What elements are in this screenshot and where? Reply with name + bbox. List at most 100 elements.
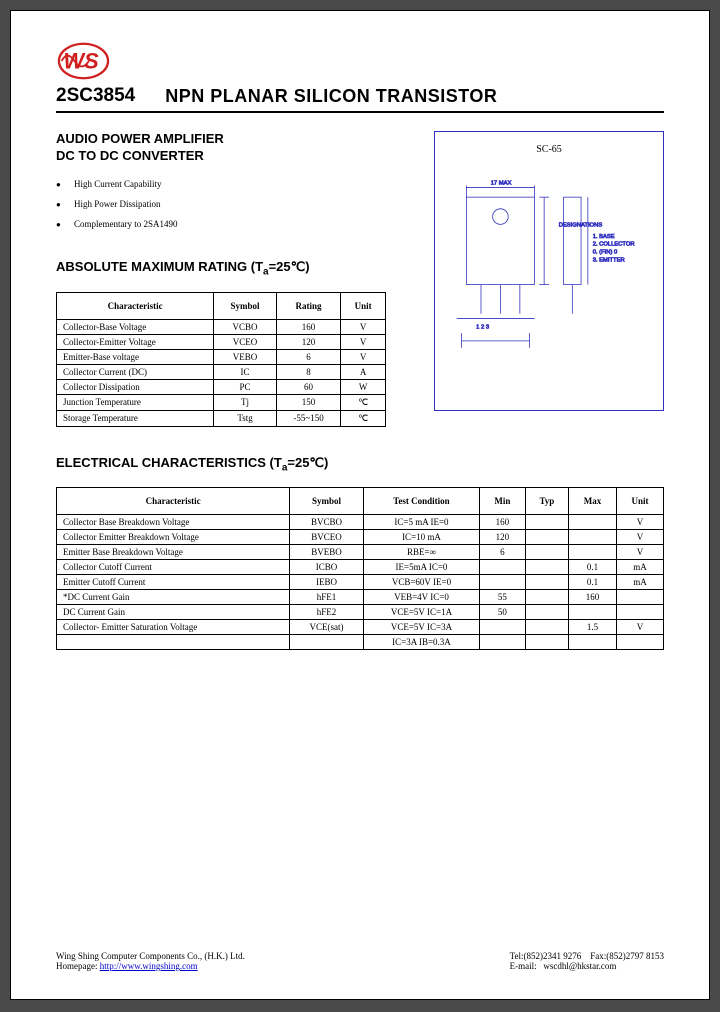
table-row: IC=3A IB=0.3A <box>57 635 664 650</box>
company-name: Wing Shing Computer Components Co., (H.K… <box>56 951 245 961</box>
table-cell: IE=5mA IC=0 <box>363 560 479 575</box>
table-cell: VCBO <box>214 319 277 334</box>
table-cell: DC Current Gain <box>57 605 290 620</box>
table-row: DC Current GainhFE2VCE=5V IC=1A50 <box>57 605 664 620</box>
table-row: Collector-Base VoltageVCBO160V <box>57 319 386 334</box>
table-cell <box>525 545 569 560</box>
table-cell: 120 <box>480 530 525 545</box>
table-cell: 55 <box>480 590 525 605</box>
table-cell: 0.1 <box>569 560 617 575</box>
table-cell: VCEO <box>214 334 277 349</box>
table-cell: V <box>616 545 663 560</box>
table-cell: Collector-Base Voltage <box>57 319 214 334</box>
feature-item: Complementary to 2SA1490 <box>56 219 414 229</box>
table-cell: VCE=5V IC=1A <box>363 605 479 620</box>
table-header: Rating <box>276 292 341 319</box>
company-logo: WS <box>56 41 111 81</box>
table-cell: ℃ <box>341 394 386 410</box>
table-row: Collector Emitter Breakdown VoltageBVCEO… <box>57 530 664 545</box>
table-cell: *DC Current Gain <box>57 590 290 605</box>
amr-title: ABSOLUTE MAXIMUM RATING (Ta=25℃) <box>56 259 414 278</box>
ec-title: ELECTRICAL CHARACTERISTICS (Ta=25℃) <box>56 455 664 474</box>
svg-text:DESIGNATIONS: DESIGNATIONS <box>559 222 603 228</box>
datasheet-page: WS 2SC3854 NPN PLANAR SILICON TRANSISTOR… <box>10 10 710 1000</box>
footer-right: Tel:(852)2341 9276 Fax:(852)2797 8153 E-… <box>510 951 664 971</box>
table-cell: Emitter-Base voltage <box>57 349 214 364</box>
app-line1: AUDIO POWER AMPLIFIER <box>56 131 414 146</box>
tel: Tel:(852)2341 9276 <box>510 951 582 961</box>
footer: Wing Shing Computer Components Co., (H.K… <box>56 951 664 971</box>
table-cell <box>480 635 525 650</box>
table-cell: -55~150 <box>276 410 341 426</box>
table-cell: BVCEO <box>290 530 364 545</box>
table-header: Max <box>569 488 617 515</box>
table-cell: V <box>341 349 386 364</box>
table-cell: 6 <box>480 545 525 560</box>
table-header: Symbol <box>214 292 277 319</box>
table-cell: 60 <box>276 379 341 394</box>
product-title: NPN PLANAR SILICON TRANSISTOR <box>165 86 497 107</box>
svg-text:17 MAX: 17 MAX <box>491 181 512 187</box>
homepage-label: Homepage: <box>56 961 97 971</box>
table-cell: 8 <box>276 364 341 379</box>
svg-text:0. (FIN) 0: 0. (FIN) 0 <box>593 249 618 255</box>
table-cell: ICBO <box>290 560 364 575</box>
table-cell <box>569 635 617 650</box>
table-cell: Emitter Base Breakdown Voltage <box>57 545 290 560</box>
table-cell: 0.1 <box>569 575 617 590</box>
table-cell: ℃ <box>341 410 386 426</box>
feature-item: High Current Capability <box>56 179 414 189</box>
header-rule <box>56 111 664 113</box>
table-cell: A <box>341 364 386 379</box>
table-cell: W <box>341 379 386 394</box>
table-cell: Collector Base Breakdown Voltage <box>57 515 290 530</box>
table-cell <box>569 515 617 530</box>
table-row: Storage TemperatureTstg-55~150℃ <box>57 410 386 426</box>
table-cell: IC=3A IB=0.3A <box>363 635 479 650</box>
svg-text:2. COLLECTOR: 2. COLLECTOR <box>593 242 635 248</box>
table-cell <box>525 515 569 530</box>
email-label: E-mail: <box>510 961 537 971</box>
homepage-link[interactable]: http://www.wingshing.com <box>100 961 198 971</box>
table-cell: 160 <box>276 319 341 334</box>
table-row: Emitter Base Breakdown VoltageBVEBORBE=∞… <box>57 545 664 560</box>
table-cell: VEBO <box>214 349 277 364</box>
svg-text:WS: WS <box>64 48 100 73</box>
table-cell: Collector-Emitter Voltage <box>57 334 214 349</box>
table-cell: Collector Cutoff Current <box>57 560 290 575</box>
ec-section: ELECTRICAL CHARACTERISTICS (Ta=25℃) Char… <box>56 455 664 651</box>
table-cell: 150 <box>276 394 341 410</box>
table-cell <box>525 620 569 635</box>
left-column: AUDIO POWER AMPLIFIER DC TO DC CONVERTER… <box>56 131 414 427</box>
amr-table: CharacteristicSymbolRatingUnitCollector-… <box>56 292 386 427</box>
table-cell <box>525 560 569 575</box>
table-header: Symbol <box>290 488 364 515</box>
table-cell <box>525 605 569 620</box>
svg-text:3. EMITTER: 3. EMITTER <box>593 257 625 263</box>
table-cell: IC <box>214 364 277 379</box>
table-cell: Storage Temperature <box>57 410 214 426</box>
table-cell: V <box>341 319 386 334</box>
table-row: Collector Base Breakdown VoltageBVCBOIC=… <box>57 515 664 530</box>
table-cell: V <box>616 515 663 530</box>
table-cell: Collector Current (DC) <box>57 364 214 379</box>
table-cell <box>569 545 617 560</box>
table-cell: VEB=4V IC=0 <box>363 590 479 605</box>
table-header: Characteristic <box>57 488 290 515</box>
ec-table: CharacteristicSymbolTest ConditionMinTyp… <box>56 487 664 650</box>
table-cell: BVEBO <box>290 545 364 560</box>
footer-left: Wing Shing Computer Components Co., (H.K… <box>56 951 245 971</box>
table-row: *DC Current GainhFE1VEB=4V IC=055160 <box>57 590 664 605</box>
table-header: Typ <box>525 488 569 515</box>
table-header: Min <box>480 488 525 515</box>
part-number: 2SC3854 <box>56 85 135 107</box>
table-cell: 50 <box>480 605 525 620</box>
table-cell <box>616 635 663 650</box>
table-row: Collector- Emitter Saturation VoltageVCE… <box>57 620 664 635</box>
table-cell: V <box>341 334 386 349</box>
table-cell: 160 <box>569 590 617 605</box>
table-cell: Tstg <box>214 410 277 426</box>
table-cell: VCB=60V IE=0 <box>363 575 479 590</box>
table-cell: VCE=5V IC=3A <box>363 620 479 635</box>
table-cell: hFE2 <box>290 605 364 620</box>
